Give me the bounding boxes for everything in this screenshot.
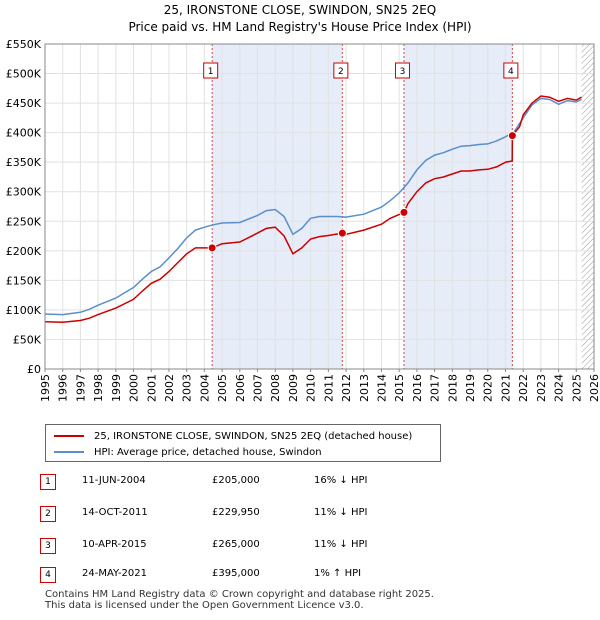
legend-label-hpi: HPI: Average price, detached house, Swin… [94, 446, 322, 458]
sale-row: 3 10-APR-2015 £265,000 11% ↓ HPI [40, 538, 400, 558]
y-tick-label: £400K [6, 127, 42, 140]
footer-attribution: Contains HM Land Registry data © Crown c… [45, 589, 434, 611]
sale-date: 14-OCT-2011 [82, 507, 148, 518]
x-tick-label: 2006 [234, 374, 247, 402]
chart-title-line1: 25, IRONSTONE CLOSE, SWINDON, SN25 2EQ [163, 3, 437, 17]
sale-price: £205,000 [212, 475, 260, 486]
x-tick-label: 2025 [570, 374, 583, 402]
x-tick-label: 2000 [128, 374, 141, 402]
sale-number-badge: 2 [40, 506, 56, 522]
x-tick-label: 1996 [57, 374, 70, 402]
x-tick-label: 2023 [535, 374, 548, 402]
y-tick-label: £300K [6, 186, 42, 199]
sale-date: 10-APR-2015 [82, 539, 147, 550]
x-tick-label: 2013 [358, 374, 371, 402]
x-tick-label: 2012 [340, 374, 353, 402]
x-tick-label: 2009 [287, 374, 300, 402]
y-tick-label: £100K [6, 304, 42, 317]
shaded-period [403, 44, 513, 369]
legend-label-property: 25, IRONSTONE CLOSE, SWINDON, SN25 2EQ (… [94, 430, 413, 442]
x-tick-label: 1998 [92, 374, 105, 402]
y-tick-label: £550K [6, 38, 42, 51]
x-tick-label: 2002 [163, 374, 176, 402]
x-tick-label: 2017 [429, 374, 442, 402]
sale-hpi-diff: 16% ↓ HPI [314, 475, 368, 486]
sale-price: £265,000 [212, 539, 260, 550]
sale-badge-box [503, 62, 519, 79]
plot-frame [44, 43, 595, 370]
x-tick-label: 2020 [482, 374, 495, 402]
x-tick-label: 2014 [375, 374, 388, 402]
sale-badge-label: 1 [208, 67, 214, 77]
sale-price: £229,950 [212, 507, 260, 518]
x-tick-label: 2007 [252, 374, 265, 402]
sale-number-badge: 1 [40, 474, 56, 490]
x-tick-label: 1995 [39, 374, 52, 402]
series-line-hpi [44, 97, 582, 316]
chart-title-line2: Price paid vs. HM Land Registry's House … [128, 20, 472, 34]
sale-date: 11-JUN-2004 [82, 475, 146, 486]
x-tick-label: 1997 [74, 374, 87, 402]
x-tick-label: 2004 [198, 374, 211, 402]
x-tick-label: 2022 [517, 374, 530, 402]
x-tick-label: 2001 [145, 374, 158, 402]
y-tick-label: £200K [6, 245, 42, 258]
sale-date: 24-MAY-2021 [82, 568, 148, 579]
sale-hpi-diff: 1% ↑ HPI [314, 568, 362, 579]
sale-badge-label: 2 [338, 67, 344, 77]
x-tick-label: 2021 [499, 374, 512, 402]
x-tick-label: 2003 [181, 374, 194, 402]
sale-row: 1 11-JUN-2004 £205,000 16% ↓ HPI [40, 474, 400, 494]
sale-number-badge: 3 [40, 538, 56, 554]
sale-badge-label: 3 [400, 67, 406, 77]
legend-swatch-hpi [54, 451, 84, 453]
x-tick-label: 2016 [411, 374, 424, 402]
sale-badge-label: 4 [508, 67, 514, 77]
x-tick-label: 2010 [305, 374, 318, 402]
legend-swatch-property [54, 435, 84, 437]
x-tick-label: 2015 [393, 374, 406, 402]
chart-plot: 1 2 3 4 £0 £50K £100K £150K £200K £250K £300K £350… [6, 38, 600, 402]
sale-point [337, 228, 347, 238]
x-tick-label: 2008 [269, 374, 282, 402]
sale-number-badge: 4 [40, 567, 56, 583]
x-tick-label: 1999 [110, 374, 123, 402]
legend-item-hpi: HPI: Average price, detached house, Swin… [54, 444, 322, 460]
x-tick-label: 2018 [446, 374, 459, 402]
forecast-hatch [581, 44, 594, 369]
sale-point [399, 207, 409, 217]
chart-title: 25, IRONSTONE CLOSE, SWINDON, SN25 2EQ P… [0, 2, 600, 36]
sale-hpi-diff: 11% ↓ HPI [314, 539, 368, 550]
x-tick-label: 2026 [588, 374, 600, 402]
sale-badge-box [394, 62, 410, 79]
sale-price: £395,000 [212, 568, 260, 579]
y-tick-label: £150K [6, 274, 42, 287]
sale-point [207, 243, 217, 253]
sale-badge-box [203, 62, 219, 79]
y-tick-label: £250K [6, 215, 42, 228]
x-tick-label: 2024 [553, 374, 566, 402]
x-tick-label: 2011 [322, 374, 335, 402]
sale-hpi-diff: 11% ↓ HPI [314, 507, 368, 518]
footer-license: This data is licensed under the Open Gov… [45, 600, 364, 611]
legend-item-property: 25, IRONSTONE CLOSE, SWINDON, SN25 2EQ (… [54, 428, 412, 444]
sale-row: 2 14-OCT-2011 £229,950 11% ↓ HPI [40, 506, 400, 526]
x-tick-label: 2019 [464, 374, 477, 402]
legend: 25, IRONSTONE CLOSE, SWINDON, SN25 2EQ (… [45, 424, 441, 462]
sale-badge-box [333, 62, 349, 79]
footer-copyright: Contains HM Land Registry data © Crown c… [45, 589, 434, 600]
sale-row: 4 24-MAY-2021 £395,000 1% ↑ HPI [40, 567, 400, 587]
y-tick-label: £0 [27, 363, 41, 376]
sale-point [507, 131, 517, 141]
y-tick-label: £450K [6, 97, 42, 110]
y-tick-label: £500K [6, 68, 42, 81]
x-tick-label: 2005 [216, 374, 229, 402]
y-tick-label: £350K [6, 156, 42, 169]
shaded-period [212, 44, 343, 369]
y-tick-label: £50K [13, 333, 42, 346]
